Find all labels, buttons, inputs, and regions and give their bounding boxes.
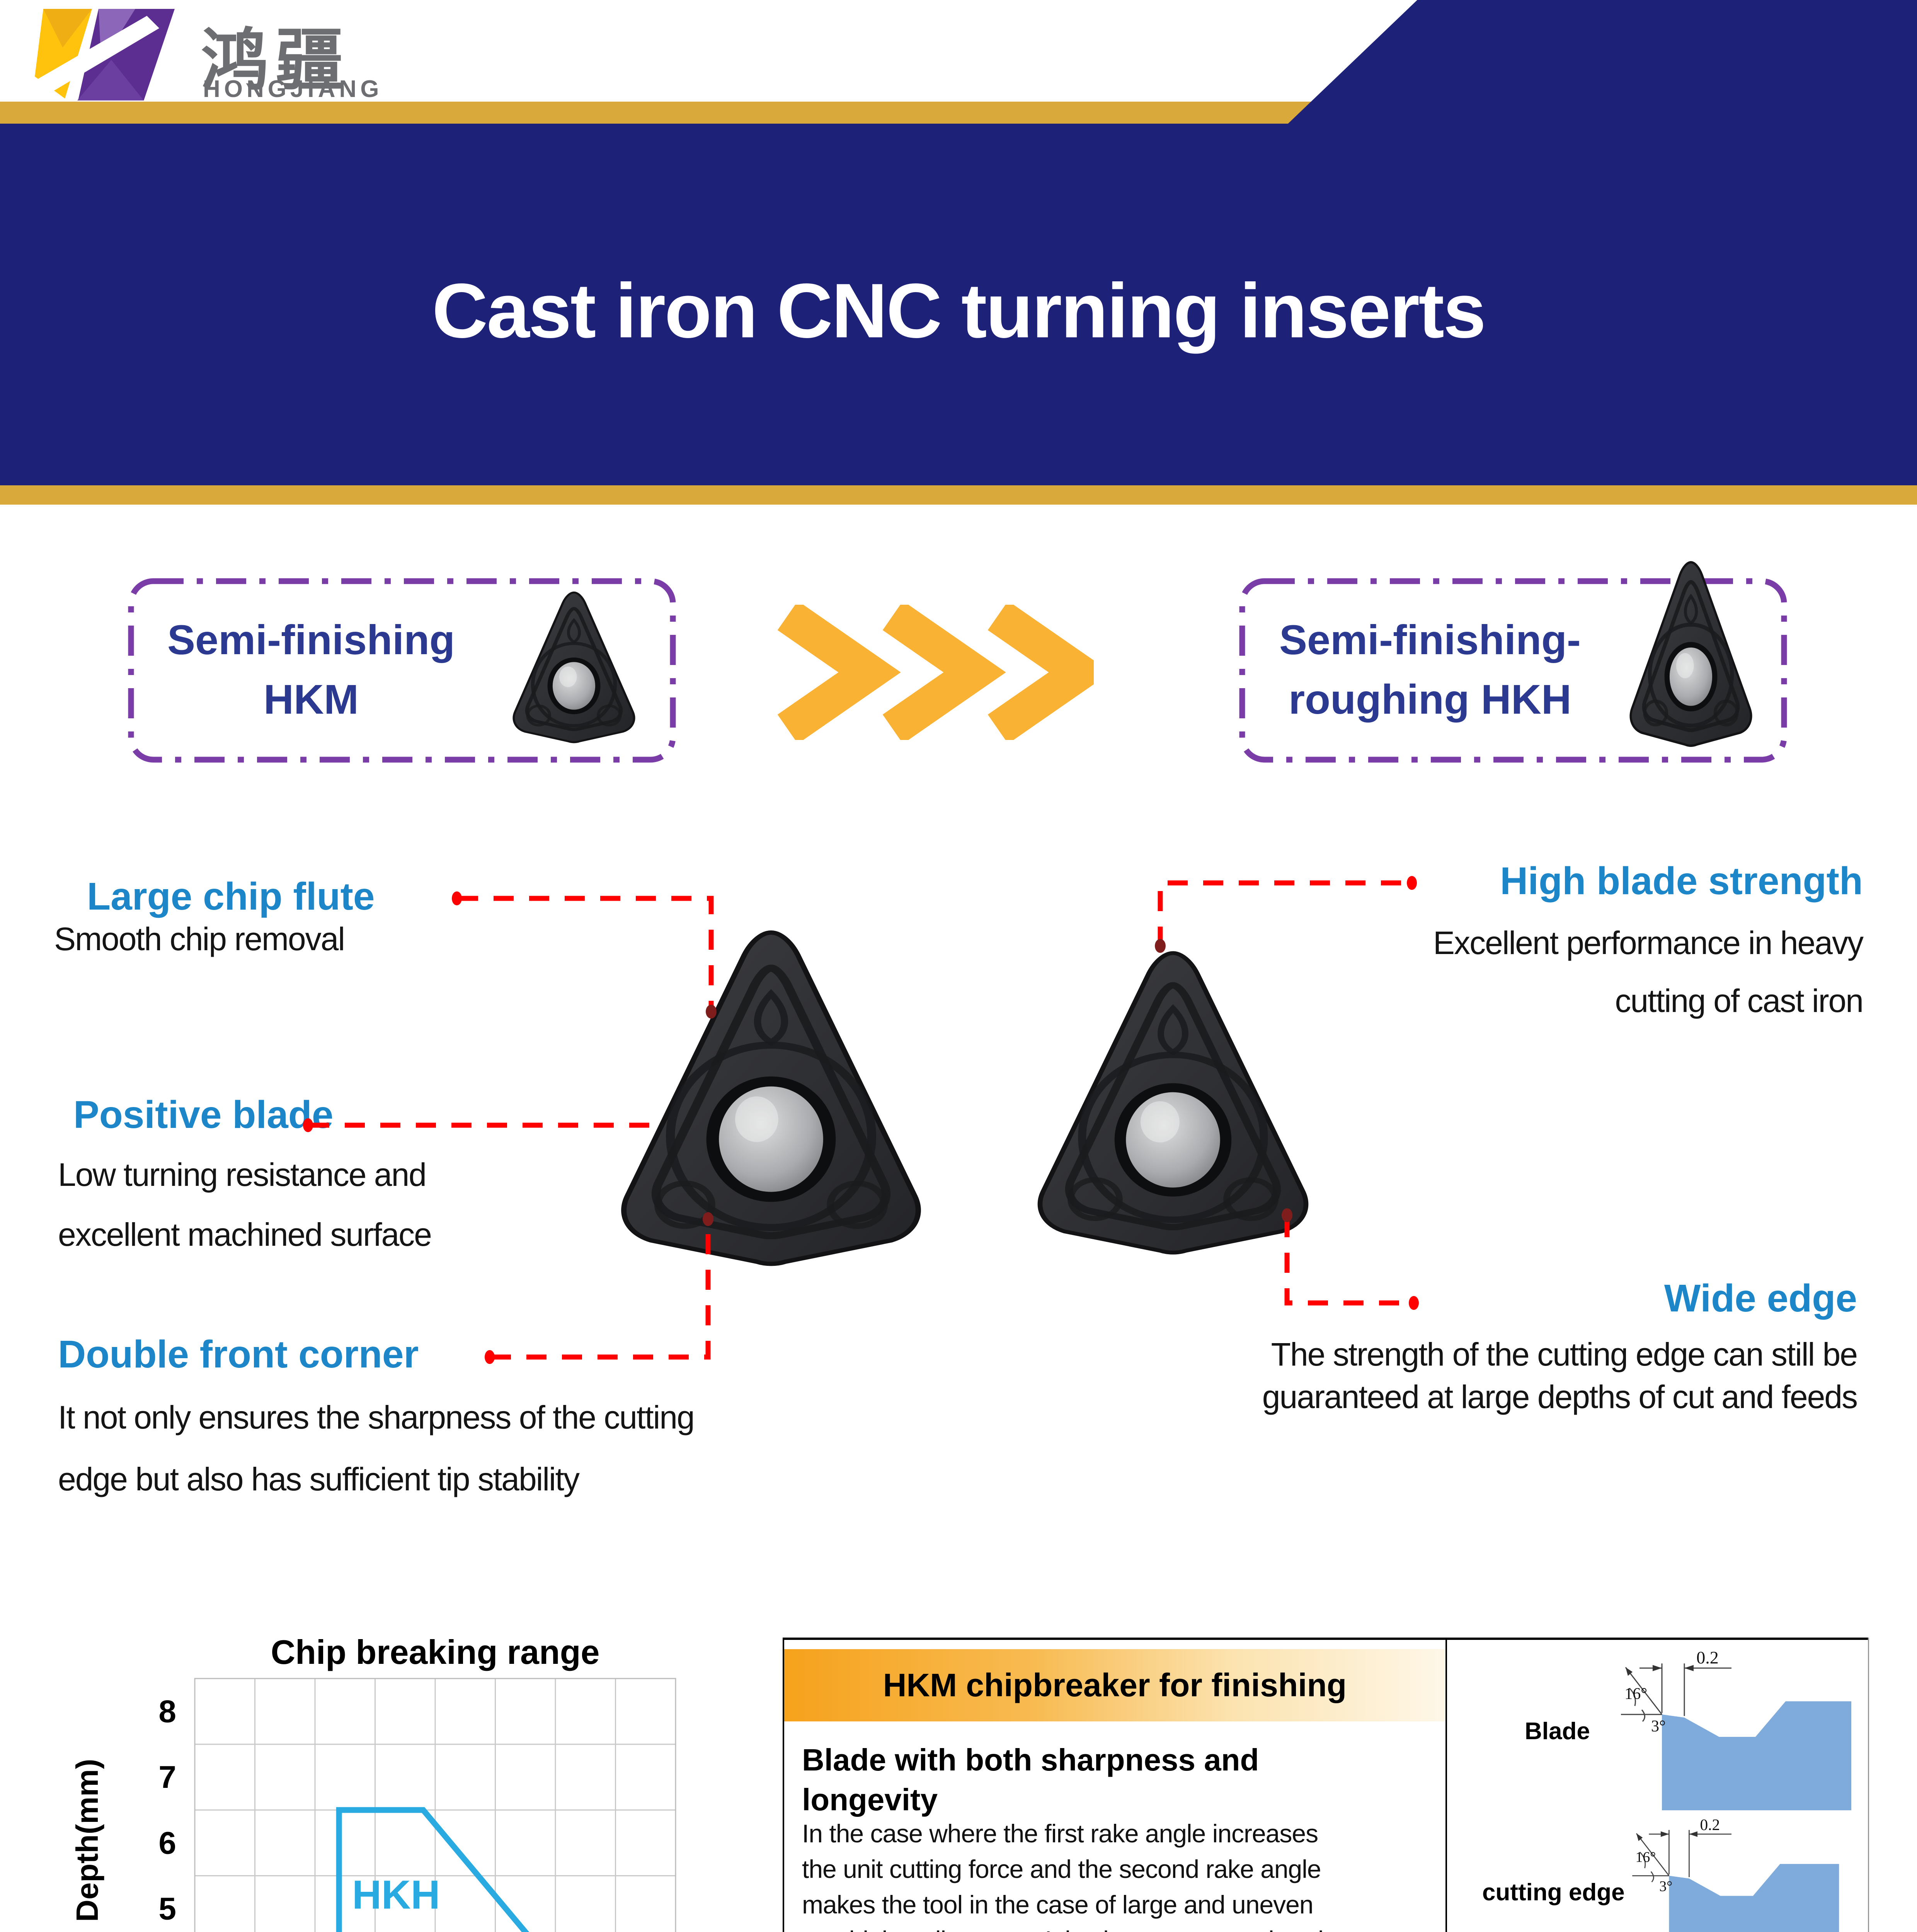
company-logo-icon	[29, 9, 175, 100]
logo-chinese-text: 鸿疆	[201, 23, 350, 99]
hkm-insert-photo	[591, 925, 951, 1267]
feature-wide-edge-body-2: guaranteed at large depths of cut and fe…	[1262, 1379, 1858, 1415]
diagram2-angle1: 16°	[1636, 1849, 1656, 1866]
chart-ylabel: ap: Cutting Depth(mm)	[70, 1759, 104, 1932]
hkm-box-insert-image	[501, 589, 647, 744]
panel-left-border	[783, 1638, 784, 1932]
hkh-box-label-line1: Semi-finishing-	[1279, 616, 1581, 663]
hkh-box-label-line2: roughing HKH	[1289, 676, 1571, 723]
hkh-insert-photo	[1011, 947, 1335, 1256]
feature-high-blade-strength-body-2: cutting of cast iron	[1615, 983, 1864, 1019]
hkm-body-line2: the unit cutting force and the second ra…	[802, 1855, 1321, 1883]
feature-positive-blade-body-2: excellent machined surface	[58, 1216, 432, 1253]
panel-right-border	[1868, 1638, 1869, 1932]
hkh-box-border	[1239, 578, 1787, 763]
feature-wide-edge-heading: Wide edge	[1664, 1277, 1857, 1320]
feature-large-chip-flute-body: Smooth chip removal	[54, 921, 345, 957]
chevron-right-icons	[777, 605, 1094, 740]
diagram1-blade-profile: 0.2 16° 3°	[1621, 1648, 1851, 1810]
diagram2-label: cutting edge	[1482, 1879, 1625, 1906]
banner-bottom-gold-strip	[0, 485, 1917, 505]
chart-svg: HKHHKM00.10.30.50.712345678	[158, 1678, 676, 1932]
diagram1-label: Blade	[1525, 1718, 1590, 1745]
logo-english-text: HONGJIANG	[203, 76, 383, 102]
feature-wide-edge-body-1: The strength of the cutting edge can sti…	[1271, 1336, 1858, 1372]
diagram2-angle2: 3°	[1659, 1878, 1672, 1895]
title-banner	[0, 124, 1917, 485]
feature-high-blade-strength-heading: High blade strength	[1500, 859, 1863, 903]
hkm-section-header: HKM chipbreaker for finishing	[784, 1649, 1445, 1721]
chart-ytick: 8	[158, 1694, 176, 1729]
diagram2-dim: 0.2	[1700, 1816, 1720, 1833]
diagram1-angle1: 16°	[1624, 1685, 1647, 1703]
hkh-box-insert-image	[1617, 558, 1764, 748]
chart-region-HKH	[336, 1807, 529, 1932]
diagram1-dim: 0.2	[1696, 1648, 1719, 1667]
chart-title: Chip breaking range	[271, 1633, 600, 1671]
hkm-box-label-line2: HKM	[264, 676, 359, 723]
hkm-body-line4: machining allowance, It is also not easy…	[802, 1927, 1337, 1932]
page-title: Cast iron CNC turning inserts	[432, 268, 1486, 354]
diagram1-angle2: 3°	[1651, 1718, 1666, 1735]
header-corner-wedge	[1283, 0, 1917, 128]
hkm-box-label-line1: Semi-finishing	[167, 616, 455, 663]
diagram2-cutting-edge-profile: 0.2 16° 3°	[1632, 1816, 1839, 1932]
feature-high-blade-strength-body-1: Excellent performance in heavy	[1433, 925, 1864, 961]
chart-series-label-HKH: HKH	[352, 1872, 440, 1917]
panel-separator	[1445, 1638, 1447, 1932]
panel-top-border	[783, 1638, 1869, 1640]
feature-positive-blade-heading: Positive blade	[73, 1093, 334, 1136]
feature-large-chip-flute-heading: Large chip flute	[87, 875, 375, 918]
feature-double-front-corner-body-1: It not only ensures the sharpness of the…	[58, 1399, 695, 1435]
hkm-subtitle-line1: Blade with both sharpness and	[802, 1743, 1259, 1777]
feature-double-front-corner-body-2: edge but also has sufficient tip stabili…	[58, 1461, 580, 1497]
hkm-box-border	[128, 578, 676, 763]
hkm-body-line1: In the case where the first rake angle i…	[802, 1819, 1318, 1848]
hkm-section-header-text: HKM chipbreaker for finishing	[883, 1667, 1347, 1703]
hkm-subtitle-line2: longevity	[802, 1782, 938, 1817]
chart-ytick: 6	[158, 1825, 176, 1861]
chart-ytick: 5	[158, 1891, 176, 1926]
chart-ytick: 7	[158, 1760, 176, 1795]
feature-positive-blade-body-1: Low turning resistance and	[58, 1156, 427, 1193]
hkm-body-line3: makes the tool in the case of large and …	[802, 1890, 1314, 1919]
feature-double-front-corner-heading: Double front corner	[58, 1333, 419, 1376]
